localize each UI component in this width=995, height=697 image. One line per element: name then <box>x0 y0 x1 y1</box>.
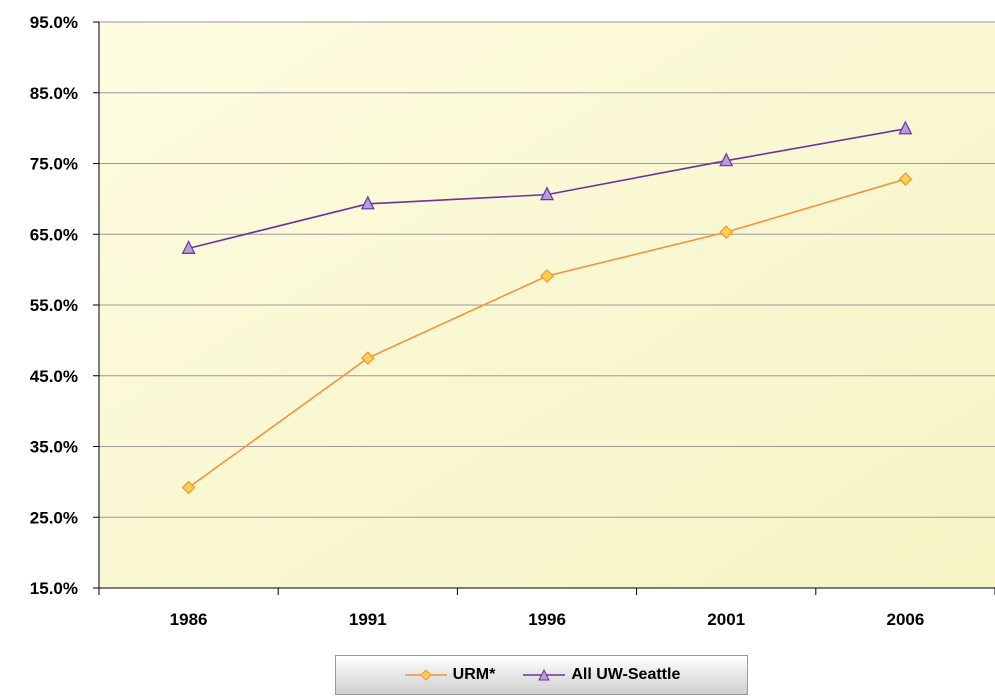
line-chart: 15.0% 25.0% 35.0% 45.0% 55.0% 65.0% 75.0% 85.0%… <box>30 13 995 629</box>
data-point-all-uw-seattle <box>360 195 375 210</box>
legend-label-urm: URM* <box>452 666 496 683</box>
y-tick-label: 15.0% <box>30 579 78 598</box>
data-point-all-uw-seattle <box>898 120 913 135</box>
x-tick-label: 1996 <box>528 610 566 629</box>
legend: URM* All UW-Seattle <box>335 655 748 695</box>
y-tick-label: 55.0% <box>30 296 78 315</box>
data-point-urm <box>898 172 913 186</box>
x-tick-label: 2001 <box>707 610 745 629</box>
x-tick-label: 1986 <box>170 610 208 629</box>
all-uw-seattle-legend-swatch-icon <box>523 668 566 681</box>
y-tick-label: 85.0% <box>30 84 78 103</box>
legend-item-all-uw-seattle: All UW-Seattle <box>521 666 680 684</box>
y-axis-tick-labels: 15.0% 25.0% 35.0% 45.0% 55.0% 65.0% 75.0% 85.0%… <box>30 13 78 598</box>
data-point-urm <box>360 351 375 365</box>
legend-item-urm: URM* <box>403 666 496 684</box>
y-tick-label: 75.0% <box>30 155 78 174</box>
urm-legend-swatch-icon <box>404 669 447 681</box>
y-tick-label: 95.0% <box>30 13 78 32</box>
y-tick-label: 65.0% <box>30 225 78 244</box>
x-tick-label: 1991 <box>349 610 387 629</box>
data-point-all-uw-seattle <box>719 152 734 167</box>
series-markers <box>181 120 913 495</box>
x-tick-label: 2006 <box>886 610 924 629</box>
y-tick-label: 45.0% <box>30 367 78 386</box>
data-point-urm <box>540 269 554 283</box>
y-tick-label: 35.0% <box>30 438 78 457</box>
y-tick-label: 25.0% <box>30 508 78 527</box>
data-point-all-uw-seattle <box>181 240 196 254</box>
x-axis-tick-labels: 1986 1991 1996 2001 2006 <box>170 610 925 629</box>
data-point-urm <box>181 480 196 495</box>
legend-label-all-uw-seattle: All UW-Seattle <box>571 666 681 683</box>
data-point-urm <box>719 225 734 239</box>
gridlines <box>99 21 995 518</box>
axes <box>93 21 995 595</box>
data-point-all-uw-seattle <box>540 186 554 201</box>
